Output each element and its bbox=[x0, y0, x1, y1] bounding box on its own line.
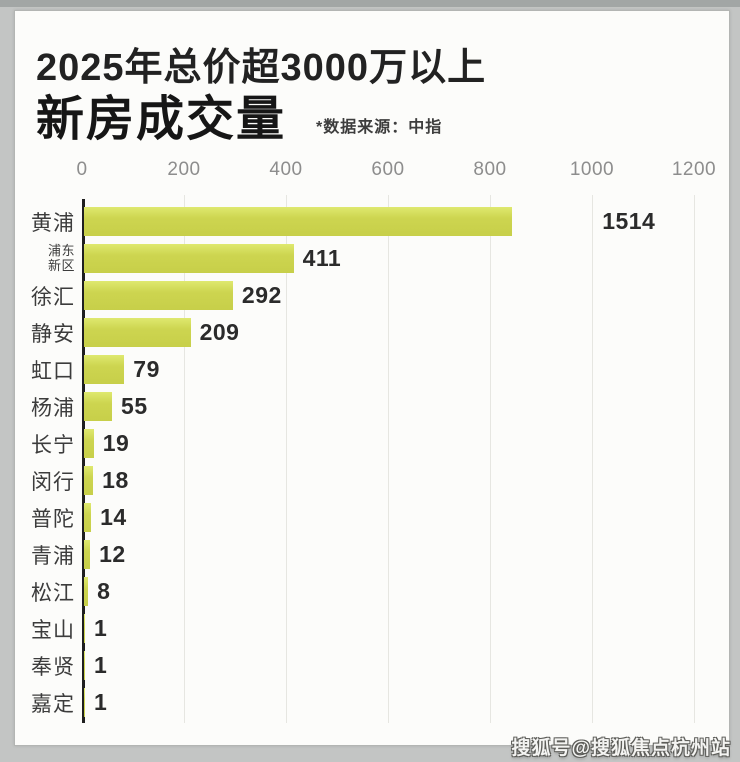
value-label: 18 bbox=[102, 467, 129, 494]
category-label: 闵行 bbox=[15, 462, 75, 499]
bar-row: 黄浦 1514 bbox=[15, 203, 729, 240]
value-label: 1 bbox=[94, 689, 108, 716]
bar bbox=[84, 244, 294, 274]
category-label-line: 奉贤 bbox=[31, 655, 75, 679]
category-label: 徐汇 bbox=[15, 277, 75, 314]
x-tick-label: 1200 bbox=[671, 159, 717, 181]
gridline bbox=[490, 195, 491, 724]
bar bbox=[84, 207, 513, 237]
watermark: 搜狐号@搜狐焦点杭州站 bbox=[511, 738, 731, 759]
bar bbox=[84, 355, 125, 385]
gridline bbox=[286, 195, 287, 724]
category-label: 浦东 新区 bbox=[15, 240, 75, 277]
value-label: 14 bbox=[100, 504, 127, 531]
category-label-line: 黄浦 bbox=[31, 211, 75, 235]
bar bbox=[84, 503, 92, 533]
value-label: 19 bbox=[102, 430, 130, 457]
category-label-line: 闵行 bbox=[31, 470, 75, 494]
bar bbox=[84, 429, 94, 459]
bar-row: 杨浦 55 bbox=[15, 388, 729, 425]
chart-title-line2: 新房成交量 bbox=[36, 92, 287, 146]
category-label: 嘉定 bbox=[15, 684, 75, 721]
category-label: 宝山 bbox=[15, 610, 75, 647]
category-label-line: 杨浦 bbox=[31, 396, 75, 420]
value-label: 55 bbox=[121, 393, 148, 420]
category-label-line: 新区 bbox=[47, 257, 75, 273]
value-label: 1 bbox=[94, 652, 108, 679]
value-label: 209 bbox=[199, 319, 240, 346]
bar-row: 闵行 18 bbox=[15, 462, 729, 499]
category-label: 松江 bbox=[15, 573, 75, 610]
category-label: 奉贤 bbox=[15, 647, 75, 684]
bar-row: 宝山 1 bbox=[15, 610, 729, 647]
gridline bbox=[388, 195, 389, 724]
category-label-line: 普陀 bbox=[31, 507, 75, 531]
chart-title-line1: 2025年总价超3000万以上 bbox=[36, 47, 487, 89]
category-label-line: 宝山 bbox=[31, 618, 75, 642]
x-tick-label: 800 bbox=[473, 159, 507, 181]
chart-title-row: 新房成交量 *数据来源：中指 bbox=[36, 92, 729, 146]
category-label-line: 松江 bbox=[31, 581, 75, 605]
x-tick-label: 600 bbox=[371, 159, 405, 181]
category-label-line: 虹口 bbox=[31, 359, 75, 383]
gridline bbox=[694, 195, 695, 724]
x-tick-label: 200 bbox=[167, 159, 201, 181]
bar-row: 松江 8 bbox=[15, 573, 729, 610]
category-label: 静安 bbox=[15, 314, 75, 351]
category-label-line: 徐汇 bbox=[31, 285, 75, 309]
bar-chart: 0 200 400 600 800 1000 1200 黄浦 1514 浦东 新区 411 徐汇 292… bbox=[15, 159, 729, 734]
category-label-line: 长宁 bbox=[31, 433, 75, 457]
bar bbox=[84, 318, 191, 348]
bar-row: 普陀 14 bbox=[15, 499, 729, 536]
value-label: 12 bbox=[99, 541, 126, 568]
bar-row: 徐汇 292 bbox=[15, 277, 729, 314]
chart-header: 2025年总价超3000万以上 新房成交量 *数据来源：中指 bbox=[15, 11, 729, 145]
category-label: 普陀 bbox=[15, 499, 75, 536]
category-label: 杨浦 bbox=[15, 388, 75, 425]
bar-row: 嘉定 1 bbox=[15, 684, 729, 721]
bar-row: 长宁 19 bbox=[15, 425, 729, 462]
bar bbox=[84, 688, 85, 718]
bar bbox=[84, 281, 233, 311]
value-label: 1 bbox=[94, 615, 108, 642]
data-source-note: *数据来源：中指 bbox=[316, 119, 443, 137]
gridline bbox=[592, 195, 593, 724]
y-axis-line bbox=[82, 199, 85, 724]
bar bbox=[84, 614, 85, 644]
value-label: 1514 bbox=[602, 208, 656, 235]
category-label: 青浦 bbox=[15, 536, 75, 573]
category-label-line: 静安 bbox=[31, 322, 75, 346]
bar bbox=[84, 392, 113, 422]
bar bbox=[84, 651, 85, 681]
bar bbox=[84, 466, 94, 496]
gridline bbox=[184, 195, 185, 724]
bar bbox=[84, 540, 91, 570]
category-label: 虹口 bbox=[15, 351, 75, 388]
value-label: 8 bbox=[97, 578, 111, 605]
chart-card: 2025年总价超3000万以上 新房成交量 *数据来源：中指 0 200 400 60… bbox=[14, 10, 730, 746]
value-label: 79 bbox=[133, 356, 160, 383]
bar-row: 奉贤 1 bbox=[15, 647, 729, 684]
category-label: 黄浦 bbox=[15, 203, 75, 240]
x-tick-label: 0 bbox=[76, 159, 88, 181]
category-label: 长宁 bbox=[15, 425, 75, 462]
x-tick-label: 1000 bbox=[569, 159, 615, 181]
value-label: 411 bbox=[302, 245, 342, 272]
bar bbox=[84, 577, 89, 607]
x-tick-label: 400 bbox=[269, 159, 303, 181]
bar-row: 浦东 新区 411 bbox=[15, 240, 729, 277]
category-label-line: 浦东 bbox=[47, 242, 75, 258]
bar-row: 青浦 12 bbox=[15, 536, 729, 573]
bar-row: 静安 209 bbox=[15, 314, 729, 351]
value-label: 292 bbox=[241, 282, 282, 309]
category-label-line: 嘉定 bbox=[31, 692, 75, 716]
category-label-line: 青浦 bbox=[31, 544, 75, 568]
bar-row: 虹口 79 bbox=[15, 351, 729, 388]
